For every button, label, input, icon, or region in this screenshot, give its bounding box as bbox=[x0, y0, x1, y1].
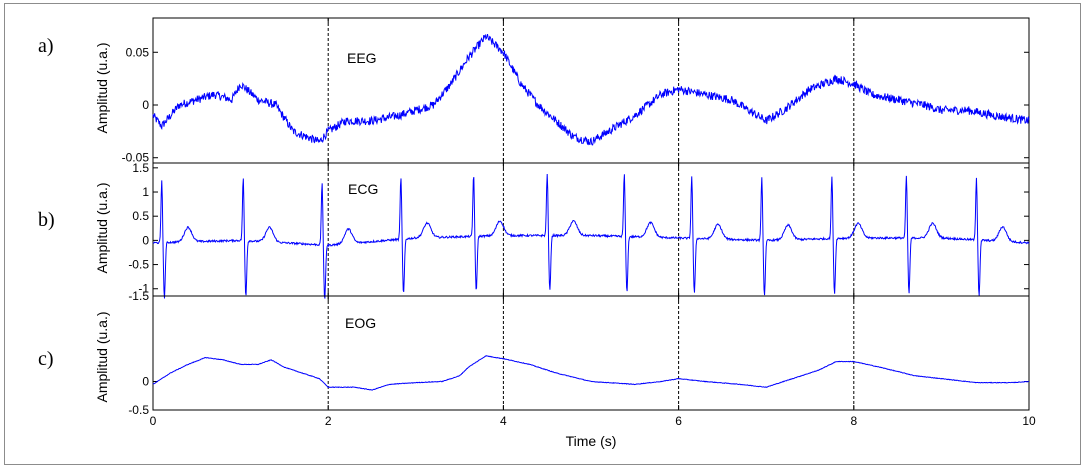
eeg-signal-label: EEG bbox=[347, 50, 377, 66]
xtick-label: 0 bbox=[150, 414, 157, 428]
figure-frame bbox=[4, 3, 1081, 465]
eog-trace bbox=[152, 355, 1030, 391]
ecg-ytick-label: 0 bbox=[142, 233, 149, 247]
eog-ytick-label: -0.5 bbox=[128, 403, 149, 417]
eog-ylabel: Amplitud (u.a.) bbox=[94, 311, 110, 402]
eeg-trace bbox=[152, 33, 1030, 146]
ecg-panel-letter: b) bbox=[38, 209, 55, 231]
eeg-ytick-label: 0 bbox=[142, 98, 149, 112]
ecg-ytick-label: -0.5 bbox=[128, 258, 149, 272]
ecg-trace bbox=[152, 173, 1030, 299]
eog-signal-label: EOG bbox=[345, 315, 376, 331]
ecg-signal-label: ECG bbox=[348, 181, 378, 197]
eog-ytick-label: -1.5 bbox=[128, 289, 149, 303]
xtick-label: 4 bbox=[500, 414, 507, 428]
eog-panel-letter: c) bbox=[38, 348, 54, 370]
eog-ytick-label: 0 bbox=[142, 375, 149, 389]
ecg-ytick-label: 1 bbox=[142, 185, 149, 199]
ecg-ylabel: Amplitud (u.a.) bbox=[94, 182, 110, 273]
eeg-ytick-label: -0.05 bbox=[122, 151, 150, 165]
ecg-plot-box bbox=[152, 162, 1030, 297]
eeg-ytick-label: 0.05 bbox=[126, 45, 150, 59]
xtick-label: 8 bbox=[850, 414, 857, 428]
xtick-label: 10 bbox=[1022, 414, 1036, 428]
ecg-ytick-label: 0.5 bbox=[132, 209, 149, 223]
xtick-label: 6 bbox=[675, 414, 682, 428]
eeg-panel-letter: a) bbox=[38, 35, 54, 57]
eog-plot-box bbox=[152, 295, 1030, 411]
x-axis-title: Time (s) bbox=[566, 433, 617, 449]
xtick-label: 2 bbox=[325, 414, 332, 428]
ecg-ytick-label: -1 bbox=[138, 282, 149, 296]
ecg-ytick-label: 1.5 bbox=[132, 161, 149, 175]
eeg-ylabel: Amplitud (u.a.) bbox=[94, 42, 110, 133]
